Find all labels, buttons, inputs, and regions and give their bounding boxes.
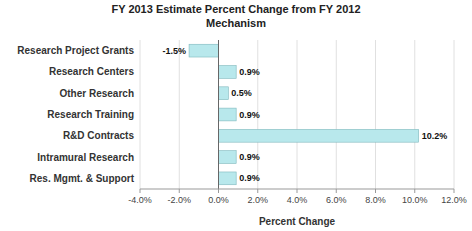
bars bbox=[189, 44, 419, 184]
bar bbox=[219, 172, 237, 185]
tick-label: 8.0% bbox=[365, 195, 386, 205]
subtitle: Mechanism bbox=[206, 17, 266, 29]
title: FY 2013 Estimate Percent Change from FY … bbox=[111, 3, 360, 15]
tick-mark bbox=[454, 189, 455, 193]
data-label: 0.5% bbox=[231, 88, 252, 98]
chart-container: FY 2013 Estimate Percent Change from FY … bbox=[0, 0, 472, 231]
grid-line bbox=[179, 40, 180, 189]
grid-line bbox=[454, 40, 455, 189]
data-label: -1.5% bbox=[163, 46, 187, 56]
data-label: 0.9% bbox=[239, 173, 260, 183]
tick-label: 12.0% bbox=[441, 195, 467, 205]
category-label: Res. Mgmt. & Support bbox=[30, 173, 135, 184]
x-axis-label: Percent Change bbox=[259, 216, 336, 227]
tick-mark bbox=[336, 189, 337, 193]
data-label: 0.9% bbox=[239, 67, 260, 77]
x-axis-line bbox=[140, 189, 454, 190]
grid-line bbox=[297, 40, 298, 189]
tick-mark bbox=[297, 189, 298, 193]
tick-label: -2.0% bbox=[167, 195, 191, 205]
grid-line bbox=[414, 40, 415, 189]
bar bbox=[219, 66, 237, 79]
bar bbox=[219, 151, 237, 164]
category-label: Research Training bbox=[47, 109, 134, 120]
tick-mark bbox=[218, 189, 219, 193]
tick-label: 6.0% bbox=[326, 195, 347, 205]
grid bbox=[140, 40, 454, 189]
tick-label: 10.0% bbox=[402, 195, 428, 205]
tick-label: 4.0% bbox=[287, 195, 308, 205]
tick-mark bbox=[179, 189, 180, 193]
grid-line bbox=[336, 40, 337, 189]
category-label: Research Project Grants bbox=[17, 45, 134, 56]
chart: FY 2013 Estimate Percent Change from FY … bbox=[0, 0, 472, 231]
data-label: 10.2% bbox=[422, 131, 448, 141]
bar bbox=[189, 44, 218, 57]
data-label: 0.9% bbox=[239, 152, 260, 162]
category-label: Intramural Research bbox=[37, 152, 134, 163]
tick-mark bbox=[414, 189, 415, 193]
bar bbox=[219, 108, 237, 121]
data-label: 0.9% bbox=[239, 110, 260, 120]
tick-mark bbox=[375, 189, 376, 193]
grid-line bbox=[140, 40, 141, 189]
tick-label: 2.0% bbox=[247, 195, 268, 205]
bar bbox=[219, 129, 419, 142]
bar bbox=[219, 87, 229, 100]
tick-mark bbox=[257, 189, 258, 193]
category-label: Research Centers bbox=[49, 66, 134, 77]
tick-label: 0.0% bbox=[208, 195, 229, 205]
category-label: R&D Contracts bbox=[63, 130, 135, 141]
baseline bbox=[218, 40, 219, 189]
category-label: Other Research bbox=[60, 88, 134, 99]
tick-label: -4.0% bbox=[128, 195, 152, 205]
tick-mark bbox=[140, 189, 141, 193]
grid-line bbox=[218, 40, 219, 189]
grid-line bbox=[375, 40, 376, 189]
